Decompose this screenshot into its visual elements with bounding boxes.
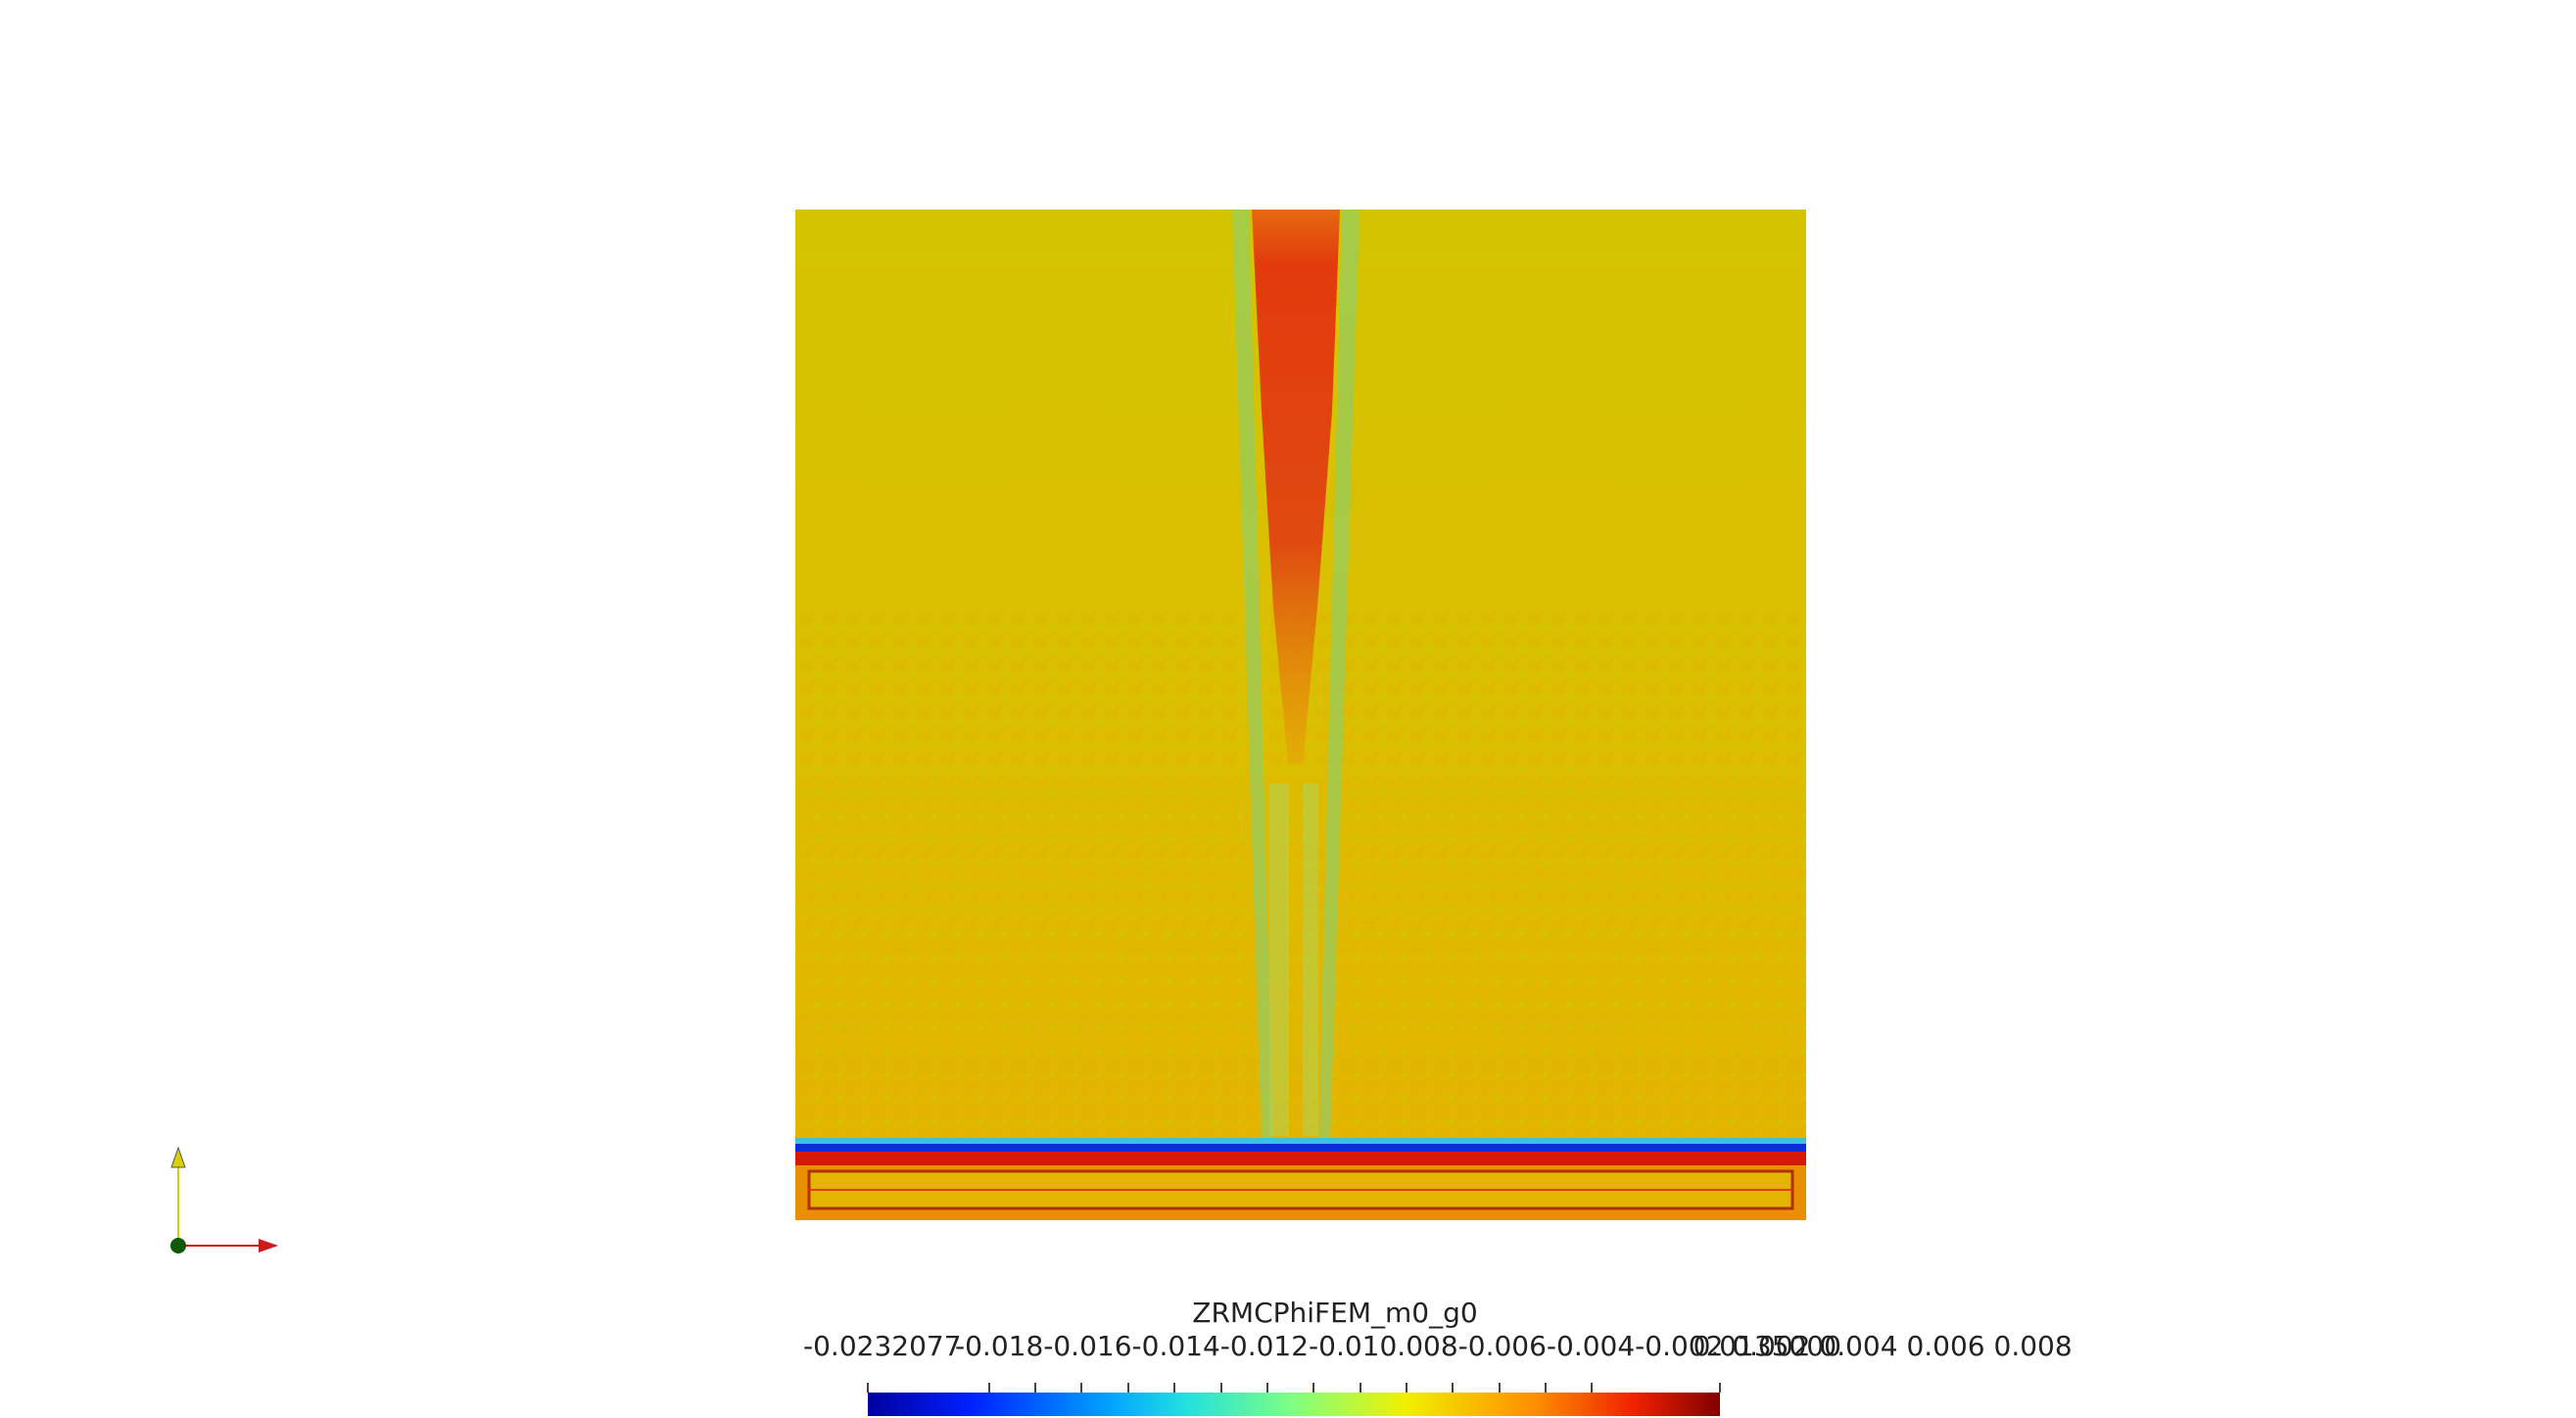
plume-left-edge [1232, 210, 1273, 1146]
color-bar-min-label: -0.0232077 [803, 1330, 962, 1362]
color-bar-labels: -0.0232077 -0.018-0.016-0.014-0.012-0.01… [803, 1330, 2073, 1365]
field-plot [795, 210, 1806, 1220]
band-blue [795, 1144, 1806, 1152]
axis-origin [170, 1238, 186, 1253]
plume-streak [1269, 783, 1289, 1136]
orientation-axes-icon [170, 1146, 278, 1253]
color-bar [867, 1383, 1721, 1416]
color-bar-title: ZRMCPhiFEM_m0_g0 [1192, 1297, 1478, 1329]
band-red [795, 1152, 1806, 1165]
color-bar-mid-labels: -0.018-0.016-0.014-0.012-0.010.008-0.006… [955, 1330, 2073, 1362]
plume-right-edge [1318, 210, 1360, 1146]
band-cyan [795, 1138, 1806, 1144]
plume [1252, 210, 1340, 764]
plume-streak [1303, 783, 1318, 1136]
color-bar-gradient [868, 1393, 1720, 1416]
axis-x-arrow [259, 1239, 278, 1253]
color-bar-max-label: 0.0135000 [1693, 1330, 1841, 1362]
color-bar-ticks [867, 1383, 1721, 1393]
axis-y-arrow [170, 1146, 186, 1168]
